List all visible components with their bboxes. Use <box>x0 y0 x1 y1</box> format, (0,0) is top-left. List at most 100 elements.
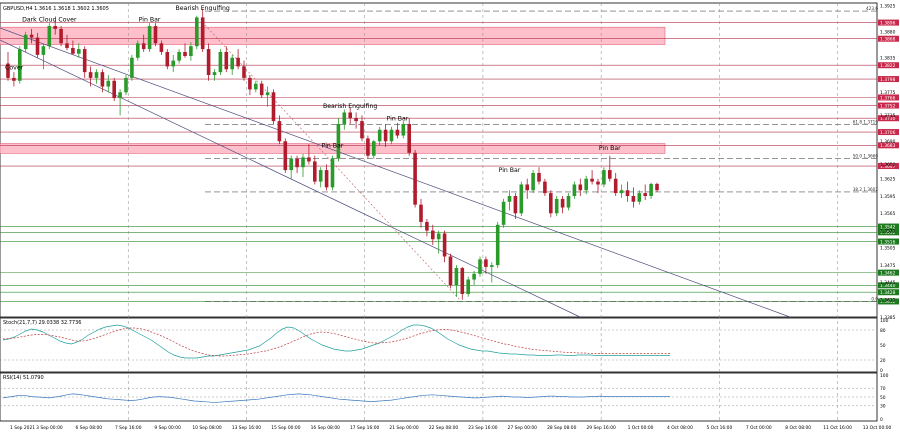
zone-0 <box>0 26 666 45</box>
rsi-axis-tick-0: 100 <box>880 373 889 379</box>
candle-body-30 <box>183 51 187 57</box>
support-price-label-3: 1.3462 <box>880 270 896 276</box>
candle-body-12 <box>77 49 81 54</box>
candle-body-52 <box>313 161 317 182</box>
date-axis-label-19: 7 Oct 00:00 <box>746 425 772 431</box>
candle-body-105 <box>625 190 630 197</box>
candle-body-1 <box>12 77 16 81</box>
date-axis-label-9: 17 Sep 16:00 <box>350 425 380 431</box>
stoch-axis-tick-1: 80 <box>880 328 886 334</box>
candle-body-93 <box>554 198 559 214</box>
resistance-price-label-6: 1.3730 <box>880 116 896 122</box>
pattern-annotation-1: Cover <box>5 64 24 71</box>
rsi-axis-tick-1: 70 <box>880 386 886 392</box>
pattern-annotation-2: Pin Bar <box>139 16 161 23</box>
candle-body-76 <box>454 268 459 286</box>
candle-body-40 <box>242 66 246 78</box>
candle-body-70 <box>419 204 423 222</box>
price-axis-tick-1: 1.3880 <box>880 30 896 36</box>
date-axis-label-12: 23 Sep 16:00 <box>468 425 498 431</box>
support-price-label-2: 1.3516 <box>880 239 896 245</box>
resistance-price-tag-1 <box>878 35 899 42</box>
stoch-signal-line <box>2 327 670 357</box>
candle-body-57 <box>342 112 347 124</box>
price-axis-tick-0: 1.3925 <box>880 4 896 10</box>
rsi-axis-tick-3: 30 <box>880 404 886 410</box>
fib-label-3: 38.2 1.3602 <box>853 187 879 192</box>
date-axis-label-20: 8 Oct 08:00 <box>785 425 811 431</box>
support-price-tag-2 <box>878 238 899 245</box>
candle-body-91 <box>543 181 547 194</box>
price-axis-tick-15: 1.3385 <box>880 315 896 321</box>
candle-body-67 <box>401 123 406 136</box>
candle-body-74 <box>442 233 447 257</box>
pattern-annotation-4: Pin Bar <box>322 143 344 150</box>
resistance-price-tag-8 <box>878 142 899 149</box>
candle-body-19 <box>118 92 122 99</box>
candle-body-83 <box>495 224 500 266</box>
candle-body-56 <box>336 123 341 159</box>
date-axis-label-21: 11 Oct 16:00 <box>823 425 852 431</box>
candle-body-41 <box>248 77 252 90</box>
candle-body-38 <box>230 57 234 70</box>
candle-body-24 <box>147 26 152 50</box>
date-axis-label-17: 4 Oct 08:00 <box>667 425 693 431</box>
candle-body-75 <box>448 256 453 286</box>
support-price-tag-6 <box>878 298 899 305</box>
candle-body-98 <box>584 178 588 191</box>
price-axis-tick-4: 1.3735 <box>880 113 896 119</box>
candle-body-34 <box>206 49 211 76</box>
support-price-tag-5 <box>878 289 899 296</box>
candle-body-13 <box>82 49 87 73</box>
symbol-info: GBPUSD,H4 1.3616 1.3618 1.3602 1.3605 <box>3 6 109 12</box>
date-axis-label-4: 9 Sep 00:00 <box>154 425 181 431</box>
candle-body-0 <box>6 63 10 78</box>
candle-body-49 <box>295 158 299 168</box>
candle-body-94 <box>560 198 565 208</box>
resistance-price-label-1: 1.3868 <box>880 37 896 43</box>
candle-body-85 <box>507 196 512 202</box>
candle-body-86 <box>513 196 518 214</box>
stoch-axis-tick-3: 20 <box>880 358 886 364</box>
stoch-axis-tick-2: 50 <box>880 343 886 349</box>
price-axis-tick-12: 1.3475 <box>880 263 896 269</box>
support-price-label-1: 1.3532 <box>880 230 896 236</box>
candle-body-96 <box>572 184 577 197</box>
price-axis-tick-3: 1.3775 <box>880 90 896 96</box>
date-axis-label-11: 22 Sep 08:00 <box>429 425 459 431</box>
candle-body-97 <box>578 184 583 191</box>
candle-body-102 <box>608 170 612 179</box>
candle-body-16 <box>100 72 105 87</box>
candle-body-58 <box>348 112 352 119</box>
resistance-price-tag-9 <box>878 163 899 170</box>
candle-body-20 <box>124 77 128 93</box>
candle-body-18 <box>112 80 116 99</box>
price-axis-tick-11: 1.3505 <box>880 246 896 252</box>
stoch-axis-tick-0: 100 <box>880 318 889 324</box>
resistance-price-label-4: 1.3766 <box>880 95 896 101</box>
pattern-annotation-6: Pin Bar <box>387 116 409 123</box>
support-price-label-0: 1.3542 <box>880 224 896 230</box>
date-axis-label-14: 28 Sep 08:00 <box>547 425 577 431</box>
price-axis-tick-9: 1.3565 <box>880 211 896 217</box>
date-axis-label-3: 7 Sep 16:00 <box>115 425 142 431</box>
date-axis-label-6: 13 Sep 16:00 <box>232 425 262 431</box>
support-price-tag-1 <box>878 229 899 236</box>
candle-body-2 <box>18 49 22 81</box>
resistance-price-label-5: 1.3752 <box>880 103 896 109</box>
stoch-panel-frame <box>0 317 878 373</box>
resistance-price-tag-4 <box>878 94 899 101</box>
candle-body-108 <box>643 193 647 197</box>
price-axis-tick-7: 1.3625 <box>880 177 896 183</box>
date-axis-label-18: 5 Oct 16:00 <box>706 425 732 431</box>
candle-body-22 <box>136 43 140 58</box>
candle-body-37 <box>224 51 229 70</box>
fib-label-0: 423.6 <box>866 6 878 11</box>
candle-body-72 <box>431 230 435 240</box>
date-axis-label-1: 3 Sep 00:00 <box>36 425 63 431</box>
date-axis-label-0: 1 Sep 2021 <box>10 425 35 431</box>
candle-body-29 <box>177 51 181 61</box>
price-axis-tick-5: 1.3690 <box>880 139 896 145</box>
candle-body-8 <box>53 26 57 29</box>
